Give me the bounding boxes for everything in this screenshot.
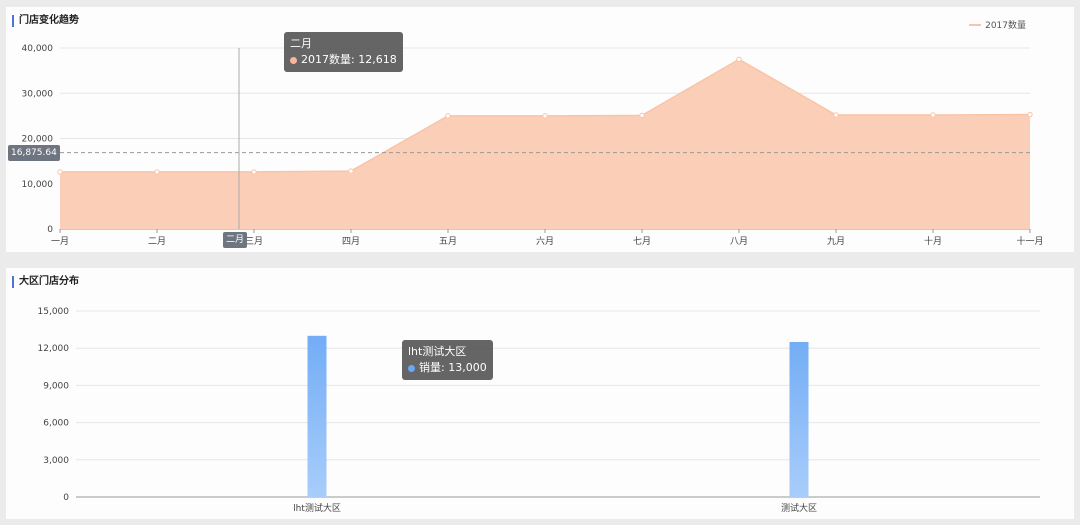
data-point (348, 168, 354, 174)
x-tick-label: 测试大区 (781, 502, 817, 514)
y-tick-label: 12,000 (38, 344, 70, 354)
tooltip-category: lht测试大区 (408, 345, 467, 358)
data-point (1027, 111, 1033, 118)
tooltip-dot-icon (290, 56, 297, 64)
data-point (736, 56, 742, 63)
region-tooltip: lht测试大区 销量: 13,000 (402, 340, 493, 380)
y-tick-label: 30,000 (22, 89, 54, 99)
trend-panel-title: 门店变化趋势 (12, 15, 79, 27)
y-tick-label: 10,000 (22, 180, 54, 190)
x-tick-label: 三月 (245, 236, 263, 247)
x-tick-label: 五月 (439, 236, 457, 247)
bar[interactable] (307, 335, 327, 497)
tooltip-value: 13,000 (448, 361, 487, 374)
x-tick-label: lht测试大区 (293, 502, 341, 514)
data-point (251, 169, 257, 175)
data-point (639, 112, 645, 119)
tooltip-row: 2017数量: 12,618 (290, 52, 397, 68)
y-tick-label: 15,000 (38, 307, 70, 317)
x-tick-label: 七月 (633, 236, 651, 247)
y-tick-label: 0 (63, 493, 69, 503)
data-point (930, 112, 936, 118)
axis-pointer-label: 二月 (223, 232, 248, 248)
data-point (542, 113, 548, 119)
y-tick-label: 40,000 (22, 44, 54, 54)
y-tick-label: 6,000 (43, 419, 69, 429)
tooltip-series: 2017数量 (301, 53, 351, 66)
bar[interactable] (789, 342, 809, 497)
data-point (154, 169, 160, 175)
data-point (833, 112, 839, 118)
x-tick-label: 八月 (730, 236, 748, 247)
x-tick-label: 九月 (827, 236, 845, 247)
tooltip-category: 二月 (290, 37, 312, 50)
area-fill (60, 59, 1030, 229)
trend-chart: 010,00020,00030,00040,000一月 二月 三月 四月 五月 六月 七月八… (22, 44, 1044, 247)
data-point (57, 169, 63, 175)
x-tick-label: 四月 (342, 236, 360, 247)
tooltip-dot-icon (408, 364, 415, 372)
x-tick-label: 十月 (924, 235, 942, 247)
legend-swatch (969, 23, 982, 26)
data-point (445, 113, 451, 119)
x-tick-label: 十一月 (1016, 235, 1043, 247)
trend-tooltip: 二月 2017数量: 12,618 (284, 32, 403, 72)
region-panel-title: 大区门店分布 (12, 276, 79, 288)
y-tick-label: 3,000 (43, 456, 69, 466)
y-tick-label: 20,000 (22, 135, 54, 145)
x-tick-label: 二月 (148, 236, 166, 247)
region-panel: 大区门店分布 (6, 268, 1074, 519)
legend-label: 2017数量 (985, 21, 1026, 31)
y-tick-label: 0 (47, 225, 53, 235)
tooltip-series: 销量 (419, 361, 441, 374)
trend-legend[interactable]: 2017数量 (969, 18, 1026, 31)
y-tick-label: 9,000 (43, 381, 69, 391)
x-tick-label: 六月 (536, 235, 554, 247)
reference-line-label: 16,875.64 (8, 144, 60, 161)
tooltip-row: 销量: 13,000 (408, 360, 487, 376)
tooltip-value: 12,618 (358, 53, 397, 66)
x-tick-label: 一月 (51, 236, 69, 247)
